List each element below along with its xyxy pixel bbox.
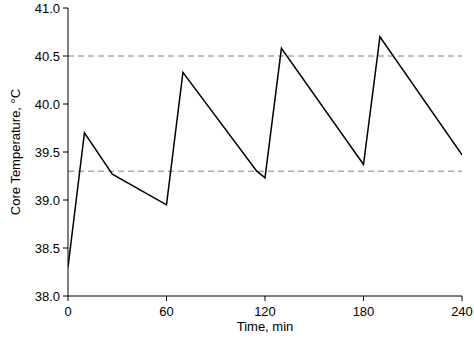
x-tick xyxy=(68,296,69,301)
x-tick xyxy=(363,296,364,301)
y-tick xyxy=(63,200,68,201)
y-tick-label: 40.0 xyxy=(35,97,60,112)
y-tick xyxy=(63,56,68,57)
x-tick-label: 180 xyxy=(353,304,375,319)
x-tick-label: 240 xyxy=(451,304,473,319)
x-axis-label: Time, min xyxy=(237,319,294,334)
x-tick xyxy=(166,296,167,301)
y-tick-label: 38.5 xyxy=(35,241,60,256)
y-axis-label: Core Temperature, °C xyxy=(8,89,23,215)
x-tick-label: 0 xyxy=(64,304,71,319)
y-tick xyxy=(63,8,68,9)
data-line xyxy=(68,37,462,267)
reference-line xyxy=(68,171,462,172)
plot-area xyxy=(68,37,462,267)
x-tick-label: 60 xyxy=(159,304,173,319)
y-tick-label: 41.0 xyxy=(35,1,60,16)
y-tick-label: 38.0 xyxy=(35,289,60,304)
y-tick xyxy=(63,248,68,249)
x-tick-label: 120 xyxy=(254,304,276,319)
y-tick-label: 39.5 xyxy=(35,145,60,160)
x-tick xyxy=(462,296,463,301)
y-tick xyxy=(63,152,68,153)
y-tick-label: 39.0 xyxy=(35,193,60,208)
y-tick-label: 40.5 xyxy=(35,49,60,64)
chart: 38.0 38.5 39.0 39.5 40.0 40.5 41.0 0 60 120 180 240… xyxy=(0,0,474,338)
reference-line xyxy=(68,56,462,57)
y-tick xyxy=(63,296,68,297)
y-tick xyxy=(63,104,68,105)
x-tick xyxy=(265,296,266,301)
